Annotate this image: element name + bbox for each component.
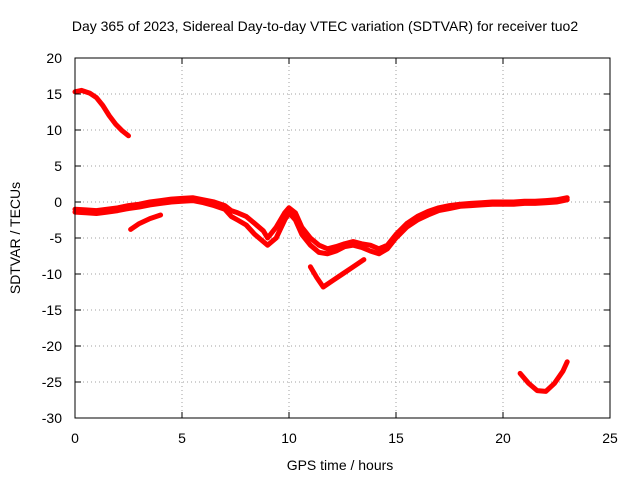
grid [75, 58, 610, 418]
chart-title: Day 365 of 2023, Sidereal Day-to-day VTE… [72, 18, 579, 34]
y-tick-labels: -30 -25 -20 -15 -10 -5 0 5 10 15 20 [42, 50, 62, 426]
y-axis-title: SDTVAR / TECUs [7, 182, 23, 294]
x-tick-label: 15 [388, 430, 404, 446]
x-tick-label: 10 [281, 430, 297, 446]
series-group [72, 87, 570, 394]
y-tick-label: -5 [50, 230, 63, 246]
y-tick-label: 10 [46, 122, 62, 138]
y-tick-label: 5 [54, 158, 62, 174]
y-tick-label: -25 [42, 374, 62, 390]
x-tick-label: 0 [71, 430, 79, 446]
x-tick-label: 20 [495, 430, 511, 446]
x-axis-title: GPS time / hours [287, 457, 394, 473]
series-arc-4 [307, 257, 367, 290]
y-tick-label: -20 [42, 338, 62, 354]
tick-marks [74, 57, 611, 419]
x-tick-labels: 0 5 10 15 20 25 [71, 430, 618, 446]
series-arc-2b [72, 197, 570, 257]
y-tick-label: -15 [42, 302, 62, 318]
x-tick-label: 25 [602, 430, 618, 446]
series-arc-3 [128, 212, 164, 232]
y-tick-label: 15 [46, 86, 62, 102]
y-tick-label: 20 [46, 50, 62, 66]
y-tick-label: 0 [54, 194, 62, 210]
series-arc-5 [517, 359, 570, 394]
y-tick-label: -10 [42, 266, 62, 282]
x-tick-label: 5 [178, 430, 186, 446]
series-arc-1 [72, 87, 131, 139]
y-tick-label: -30 [42, 410, 62, 426]
